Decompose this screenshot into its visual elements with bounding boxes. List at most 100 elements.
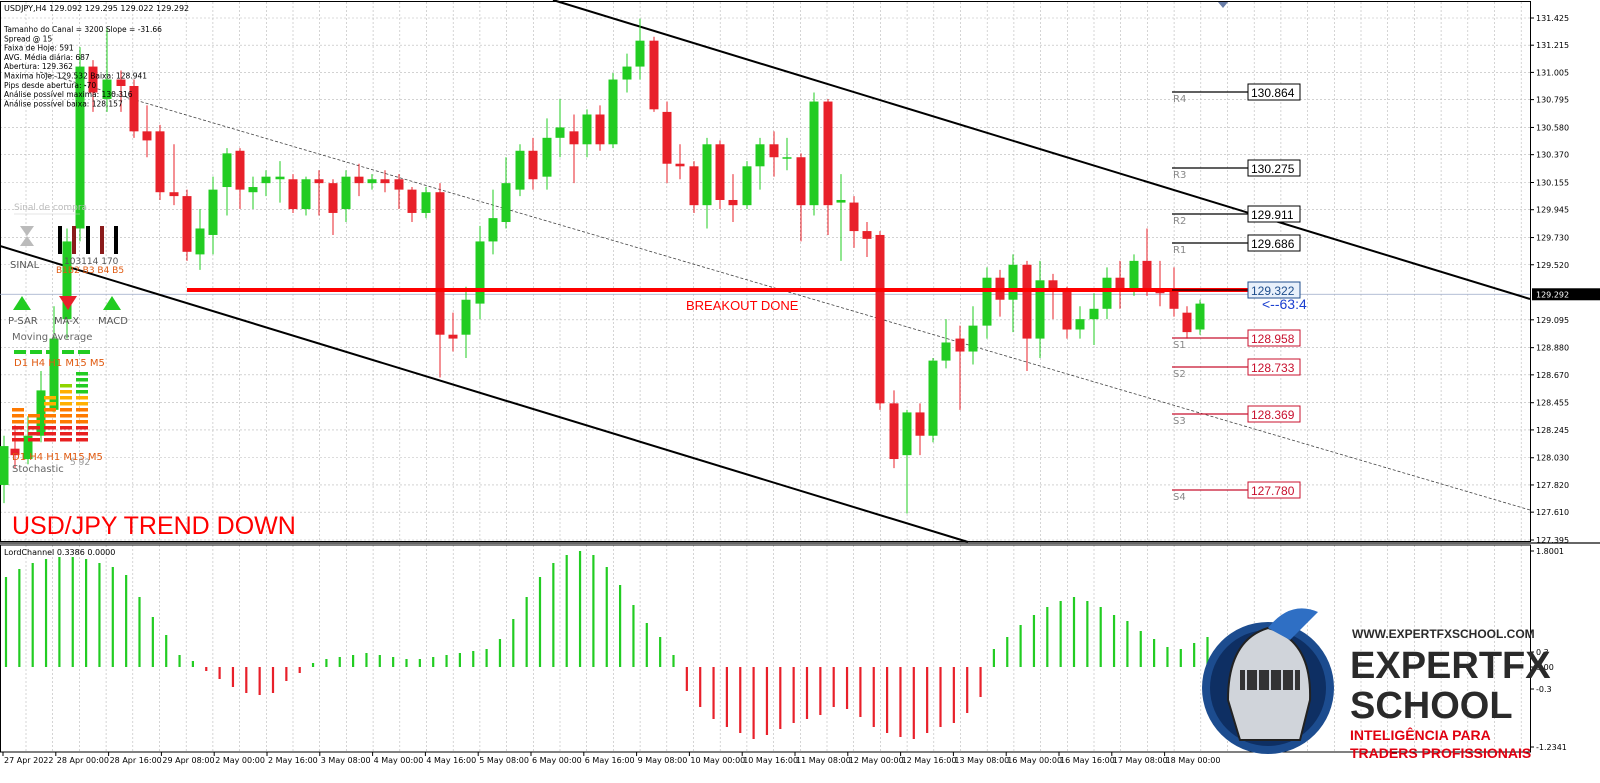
- candles[interactable]: [0, 18, 1205, 514]
- candle[interactable]: [1022, 264, 1032, 339]
- candle[interactable]: [889, 403, 899, 460]
- candle[interactable]: [809, 101, 819, 206]
- candle[interactable]: [555, 127, 565, 138]
- candle[interactable]: [915, 412, 925, 436]
- candle[interactable]: [1182, 312, 1192, 333]
- candle[interactable]: [354, 176, 364, 184]
- candle[interactable]: [380, 179, 390, 184]
- candle[interactable]: [367, 179, 377, 184]
- candle[interactable]: [435, 192, 445, 335]
- candle[interactable]: [1169, 290, 1179, 309]
- candle[interactable]: [836, 199, 846, 203]
- candle[interactable]: [769, 144, 779, 158]
- candle[interactable]: [10, 448, 20, 456]
- candle[interactable]: [394, 179, 404, 190]
- candle[interactable]: [528, 150, 538, 180]
- candle[interactable]: [0, 446, 9, 485]
- candle[interactable]: [1142, 260, 1152, 291]
- candle[interactable]: [1195, 303, 1205, 330]
- channel-upper-line[interactable]: [552, 0, 1531, 300]
- candle[interactable]: [622, 66, 632, 80]
- candle[interactable]: [582, 114, 592, 145]
- candle[interactable]: [823, 101, 833, 206]
- candle[interactable]: [314, 179, 324, 184]
- candle[interactable]: [301, 179, 311, 210]
- candle[interactable]: [501, 183, 511, 223]
- candle[interactable]: [702, 144, 712, 206]
- candle[interactable]: [569, 131, 579, 145]
- chart-shift-icon[interactable]: [1218, 2, 1228, 8]
- candle[interactable]: [955, 338, 965, 352]
- candle[interactable]: [129, 86, 139, 132]
- channel-lower-line[interactable]: [0, 245, 969, 543]
- candle[interactable]: [755, 144, 765, 167]
- candle[interactable]: [421, 192, 431, 213]
- candle[interactable]: [222, 153, 232, 188]
- candle[interactable]: [649, 40, 659, 110]
- candle[interactable]: [155, 131, 165, 193]
- candle[interactable]: [235, 150, 245, 190]
- candle[interactable]: [75, 66, 85, 229]
- candle[interactable]: [595, 114, 605, 145]
- candle[interactable]: [248, 187, 258, 193]
- candle[interactable]: [488, 218, 498, 242]
- candle[interactable]: [1115, 277, 1125, 291]
- candle[interactable]: [275, 176, 285, 180]
- candle[interactable]: [1089, 308, 1099, 320]
- candle[interactable]: [182, 196, 192, 252]
- arrow-up-icon[interactable]: [103, 296, 121, 310]
- candle[interactable]: [1008, 264, 1018, 300]
- candle[interactable]: [1102, 277, 1112, 309]
- candle[interactable]: [515, 150, 525, 190]
- candle[interactable]: [675, 163, 685, 167]
- arrow-up-icon[interactable]: [13, 296, 31, 310]
- candle[interactable]: [968, 325, 978, 352]
- candle[interactable]: [715, 144, 725, 200]
- pivot-levels[interactable]: [1172, 83, 1301, 499]
- candle[interactable]: [782, 157, 792, 159]
- candle[interactable]: [261, 176, 271, 184]
- candle[interactable]: [328, 183, 338, 213]
- candle[interactable]: [608, 79, 618, 145]
- candle[interactable]: [341, 176, 351, 210]
- candle[interactable]: [1075, 319, 1085, 330]
- candle[interactable]: [902, 412, 912, 456]
- candle[interactable]: [195, 228, 205, 255]
- candle[interactable]: [941, 342, 951, 361]
- candle[interactable]: [169, 192, 179, 197]
- candle[interactable]: [23, 435, 33, 460]
- candle[interactable]: [475, 241, 485, 304]
- candle[interactable]: [102, 79, 112, 99]
- candle[interactable]: [288, 179, 298, 210]
- candle[interactable]: [1035, 280, 1045, 339]
- candle[interactable]: [849, 202, 859, 232]
- candle[interactable]: [116, 79, 126, 87]
- candle[interactable]: [542, 137, 552, 177]
- candle[interactable]: [875, 234, 885, 404]
- candle[interactable]: [689, 166, 699, 206]
- candle[interactable]: [662, 111, 672, 164]
- candle[interactable]: [62, 241, 72, 320]
- candle[interactable]: [461, 299, 471, 335]
- candle[interactable]: [36, 390, 46, 436]
- candle[interactable]: [742, 166, 752, 206]
- candle[interactable]: [1048, 280, 1058, 291]
- candle[interactable]: [208, 189, 218, 235]
- candle[interactable]: [982, 277, 992, 326]
- candle[interactable]: [1129, 260, 1139, 291]
- candle[interactable]: [1062, 290, 1072, 330]
- arrow-down-icon[interactable]: [59, 296, 77, 310]
- candle[interactable]: [142, 131, 152, 141]
- candle[interactable]: [635, 40, 645, 67]
- candle[interactable]: [862, 231, 872, 239]
- candle[interactable]: [796, 157, 806, 206]
- level-value-label: 127.780: [1251, 484, 1295, 498]
- candle[interactable]: [728, 199, 738, 206]
- candle[interactable]: [49, 338, 59, 410]
- candle[interactable]: [928, 360, 938, 436]
- candle[interactable]: [448, 334, 458, 339]
- candle[interactable]: [88, 66, 98, 93]
- candle[interactable]: [407, 189, 417, 213]
